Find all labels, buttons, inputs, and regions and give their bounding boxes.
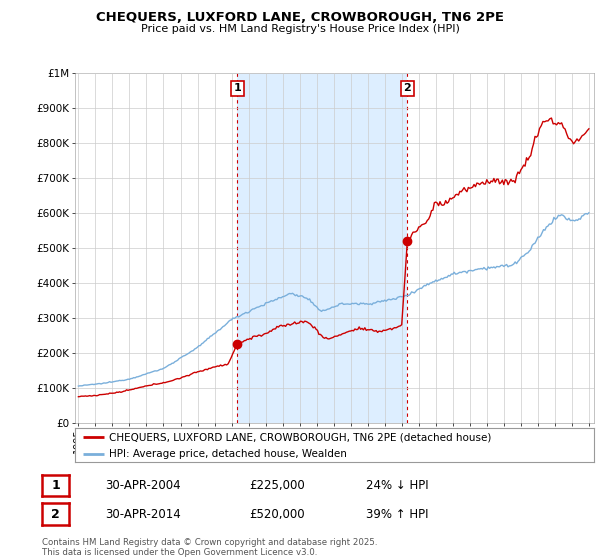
Text: 24% ↓ HPI: 24% ↓ HPI xyxy=(366,479,428,492)
Text: 39% ↑ HPI: 39% ↑ HPI xyxy=(366,507,428,521)
Text: Price paid vs. HM Land Registry's House Price Index (HPI): Price paid vs. HM Land Registry's House … xyxy=(140,24,460,34)
Text: 2: 2 xyxy=(403,83,411,94)
Text: 30-APR-2004: 30-APR-2004 xyxy=(105,479,181,492)
Text: 1: 1 xyxy=(51,479,60,492)
Text: HPI: Average price, detached house, Wealden: HPI: Average price, detached house, Weal… xyxy=(109,449,347,459)
Text: 30-APR-2014: 30-APR-2014 xyxy=(105,507,181,521)
Text: CHEQUERS, LUXFORD LANE, CROWBOROUGH, TN6 2PE (detached house): CHEQUERS, LUXFORD LANE, CROWBOROUGH, TN6… xyxy=(109,432,491,442)
Text: £520,000: £520,000 xyxy=(249,507,305,521)
Text: Contains HM Land Registry data © Crown copyright and database right 2025.
This d: Contains HM Land Registry data © Crown c… xyxy=(42,538,377,557)
Bar xyxy=(237,73,407,423)
Text: £225,000: £225,000 xyxy=(249,479,305,492)
Text: 2: 2 xyxy=(51,507,60,521)
Text: CHEQUERS, LUXFORD LANE, CROWBOROUGH, TN6 2PE: CHEQUERS, LUXFORD LANE, CROWBOROUGH, TN6… xyxy=(96,11,504,24)
Text: 1: 1 xyxy=(233,83,241,94)
